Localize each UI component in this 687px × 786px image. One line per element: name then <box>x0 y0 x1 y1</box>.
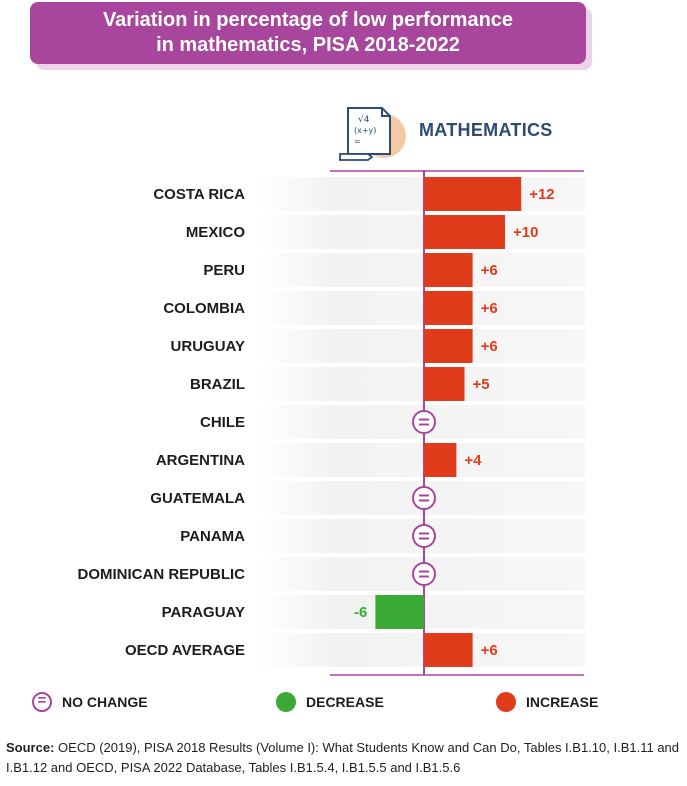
category-label: GUATEMALA <box>150 490 245 507</box>
red-dot-icon <box>496 692 516 712</box>
legend-decrease: DECREASE <box>276 692 384 712</box>
category-label: DOMINICAN REPUBLIC <box>78 566 246 583</box>
source-note: Source: OECD (2019), PISA 2018 Results (… <box>6 738 686 778</box>
category-label: URUGUAY <box>171 338 245 355</box>
data-label: +10 <box>513 224 538 241</box>
data-label: +5 <box>473 376 490 393</box>
source-prefix: Source: <box>6 740 55 755</box>
legend-no-change-label: NO CHANGE <box>62 694 148 710</box>
svg-text:=: = <box>354 137 361 146</box>
row-background <box>255 329 585 363</box>
row-background <box>255 443 585 477</box>
data-label: +4 <box>464 452 482 469</box>
category-label: COSTA RICA <box>153 186 245 203</box>
bar <box>424 633 473 667</box>
data-label: +6 <box>481 338 498 355</box>
row-background <box>255 367 585 401</box>
category-label: ARGENTINA <box>156 452 245 469</box>
legend-decrease-label: DECREASE <box>306 694 384 710</box>
legend-increase-label: INCREASE <box>526 694 599 710</box>
equals-icon: = <box>32 692 52 712</box>
category-label: PARAGUAY <box>162 604 245 621</box>
legend-no-change: = NO CHANGE <box>32 692 148 712</box>
bar <box>424 443 457 477</box>
category-label: MEXICO <box>186 224 246 241</box>
chart-title-line-2: in mathematics, PISA 2018-2022 <box>156 34 460 56</box>
no-change-marker <box>412 410 436 434</box>
data-label: -6 <box>354 604 367 621</box>
math-formula-icon: √4 (x+y) = <box>339 107 406 161</box>
category-label: OECD AVERAGE <box>125 642 245 659</box>
bar-chart: COSTA RICA +12 MEXICO +10 PERU +6 COLOMBIA +6 UR… <box>78 170 585 676</box>
no-change-marker <box>412 562 436 586</box>
chart-title-line-1: Variation in percentage of low performan… <box>102 9 514 31</box>
row-background <box>255 633 585 667</box>
bar <box>424 215 505 249</box>
category-label: CHILE <box>200 414 245 431</box>
category-label: PANAMA <box>180 528 245 545</box>
row-background <box>255 253 585 287</box>
category-label: PERU <box>203 262 245 279</box>
svg-text:(x+y): (x+y) <box>354 126 376 135</box>
bar <box>424 253 473 287</box>
data-label: +6 <box>481 262 498 279</box>
row-background <box>255 177 585 211</box>
chart-title: Variation in percentage of low performan… <box>30 2 586 64</box>
row-background <box>255 215 585 249</box>
category-label: BRAZIL <box>190 376 245 393</box>
bar <box>375 595 424 629</box>
bar <box>424 367 465 401</box>
data-label: +6 <box>481 642 498 659</box>
no-change-marker <box>412 524 436 548</box>
subject-label: MATHEMATICS <box>419 120 553 140</box>
legend-increase: INCREASE <box>496 692 598 712</box>
bar <box>424 177 522 211</box>
green-dot-icon <box>276 692 296 712</box>
row-background <box>255 291 585 325</box>
data-label: +12 <box>529 186 554 203</box>
data-label: +6 <box>481 300 498 317</box>
no-change-marker <box>412 486 436 510</box>
legend: = NO CHANGE DECREASE INCREASE <box>0 692 687 716</box>
category-label: COLOMBIA <box>163 300 245 317</box>
svg-text:√4: √4 <box>358 114 370 125</box>
source-text: OECD (2019), PISA 2018 Results (Volume I… <box>6 740 680 775</box>
bar <box>424 329 473 363</box>
bar <box>424 291 473 325</box>
